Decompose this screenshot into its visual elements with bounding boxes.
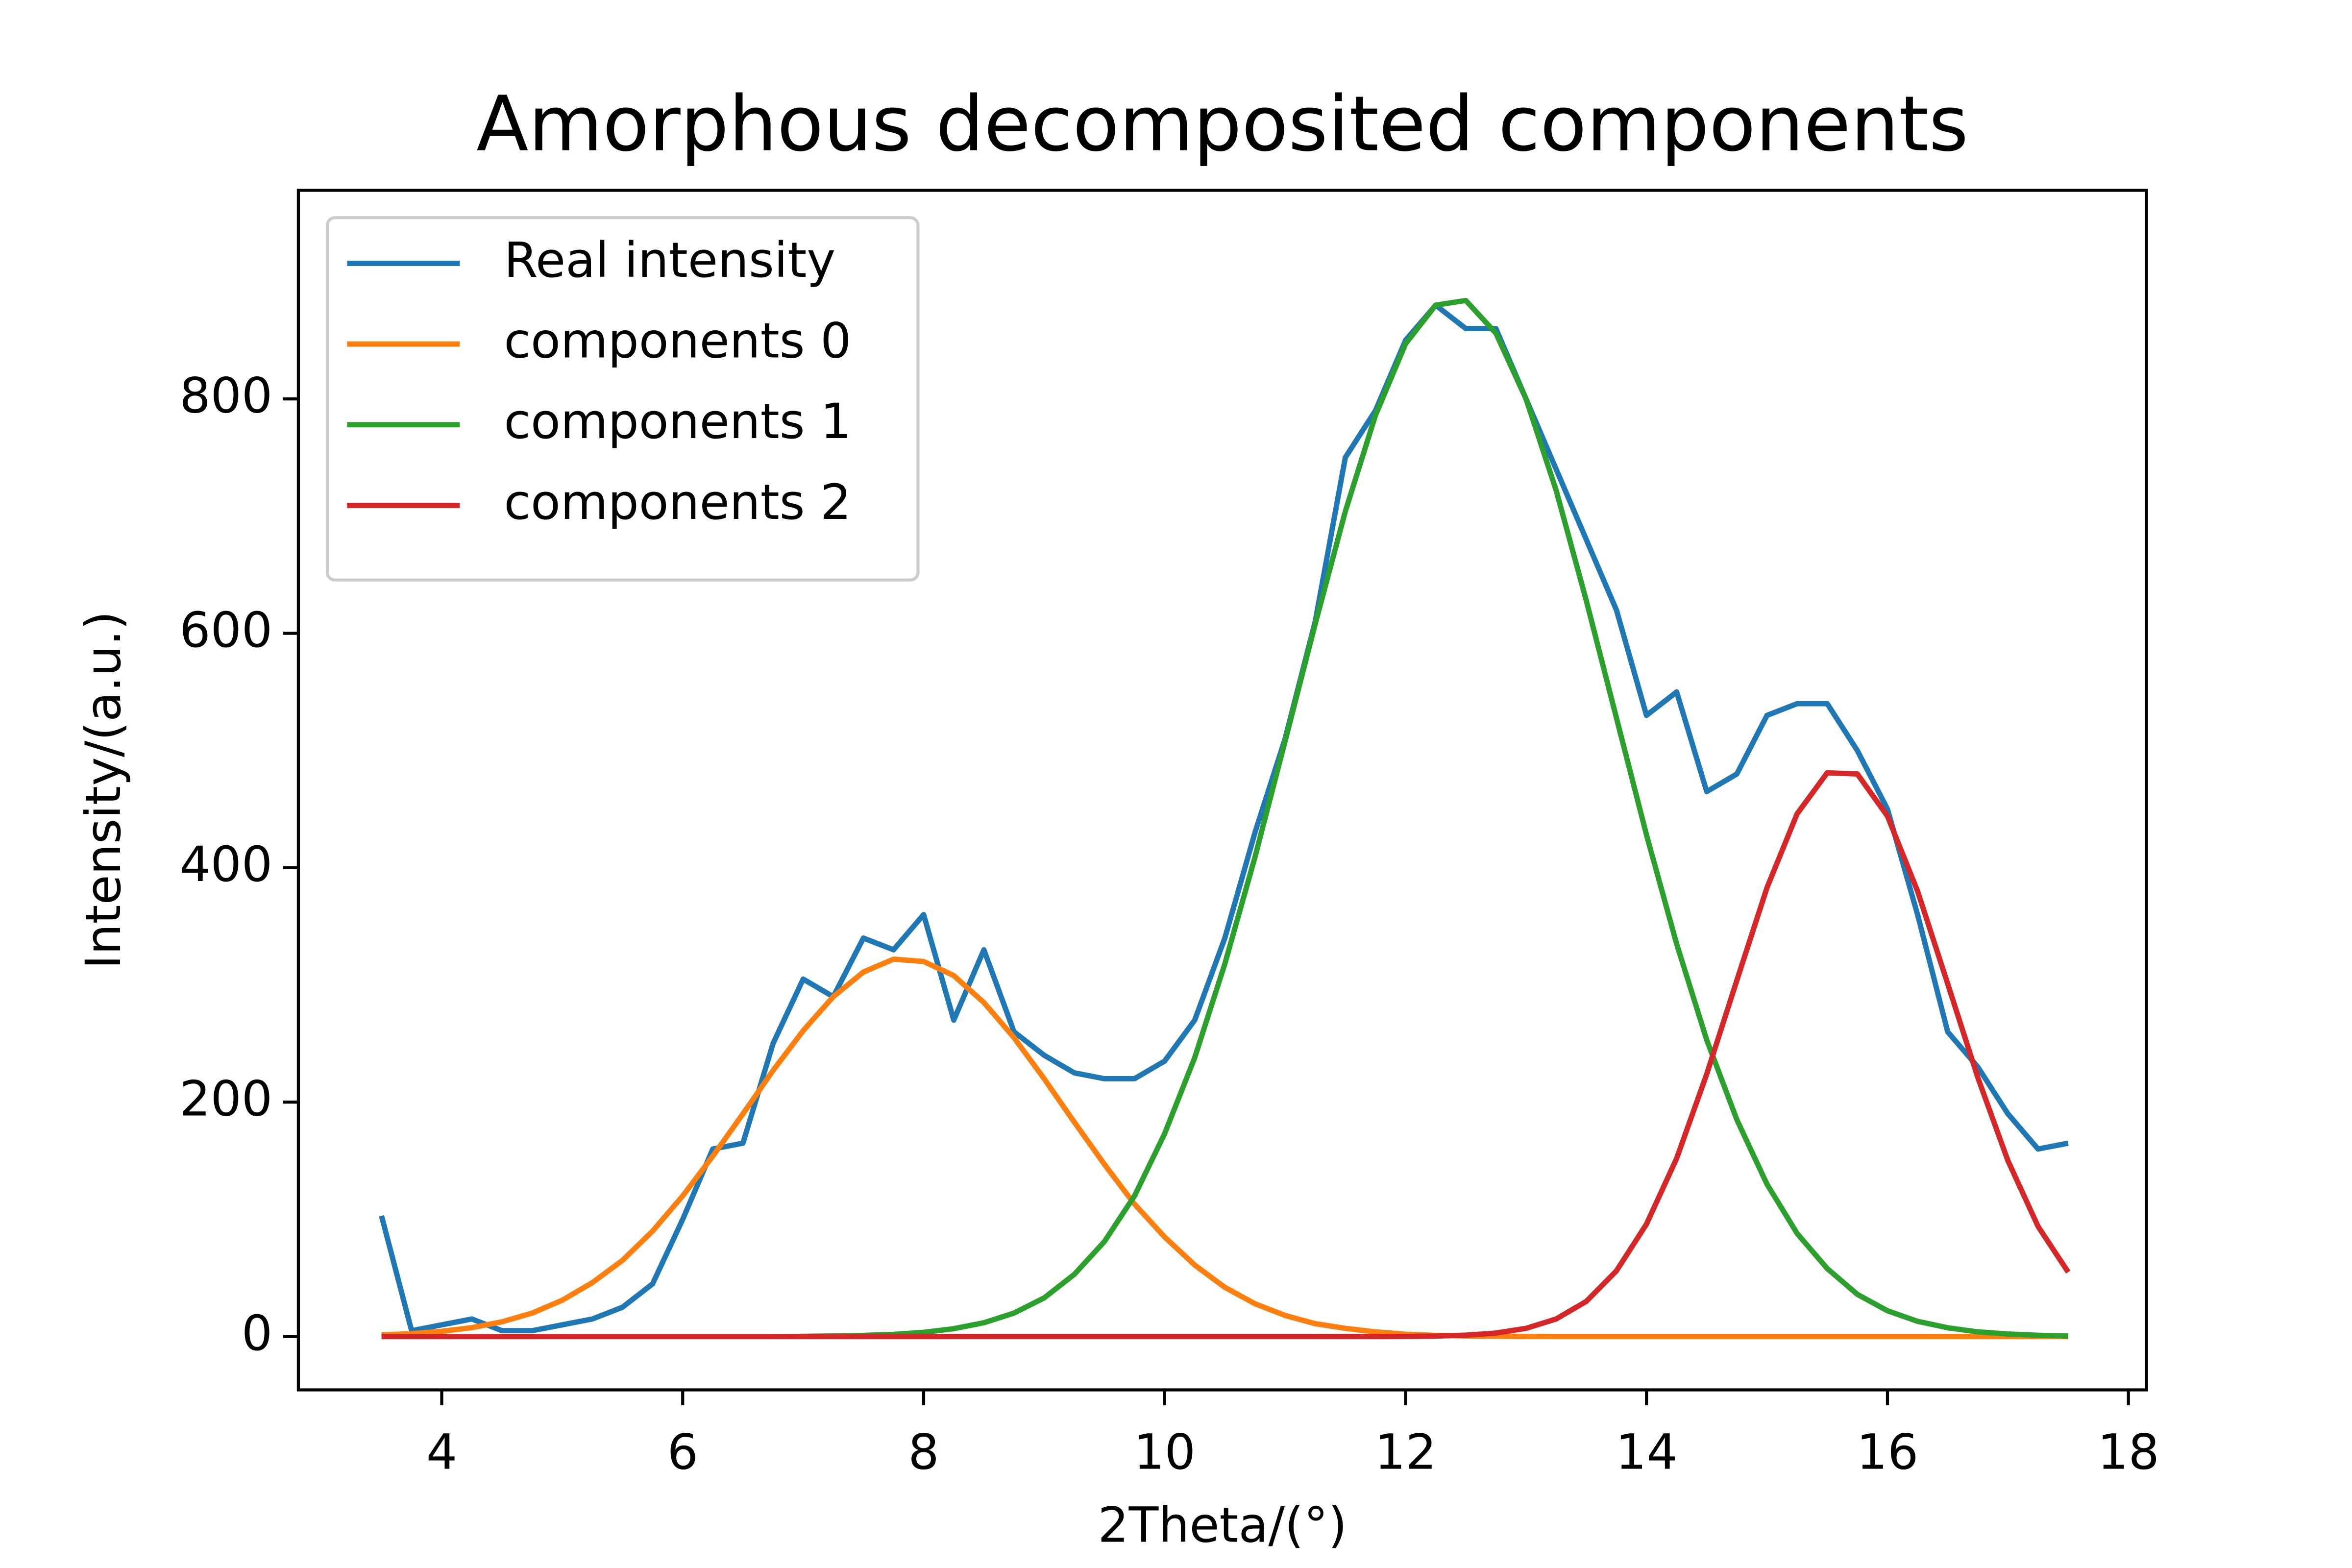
x-tick-label: 10: [1133, 1424, 1196, 1480]
y-axis-label: Intensity/(a.u.): [75, 611, 132, 969]
legend-label: components 2: [504, 474, 851, 531]
y-tick-label: 400: [179, 836, 272, 893]
x-tick-label: 12: [1374, 1424, 1437, 1480]
y-tick-label: 600: [179, 602, 272, 659]
y-tick-label: 0: [242, 1305, 272, 1362]
y-tick-label: 800: [179, 368, 272, 424]
legend-box: [325, 216, 920, 582]
x-tick-label: 18: [2097, 1424, 2159, 1480]
x-tick-label: 6: [667, 1424, 698, 1480]
x-tick-label: 8: [908, 1424, 939, 1480]
series-line: [379, 302, 2069, 1334]
chart-title: Amorphous decomposited components: [476, 80, 1968, 169]
x-tick-label: 16: [1857, 1424, 1918, 1480]
legend-label: Real intensity: [504, 232, 835, 289]
x-axis-label: 2Theta/(°): [1098, 1497, 1347, 1554]
legend-label: components 1: [504, 393, 851, 450]
axes-frame: [296, 189, 2148, 1392]
series-line: [381, 770, 2071, 1340]
series-line: [381, 956, 2068, 1340]
x-tick-label: 4: [426, 1424, 457, 1480]
legend-label: components 0: [504, 313, 851, 369]
x-tick-label: 14: [1616, 1424, 1678, 1480]
y-tick-label: 200: [179, 1071, 272, 1127]
